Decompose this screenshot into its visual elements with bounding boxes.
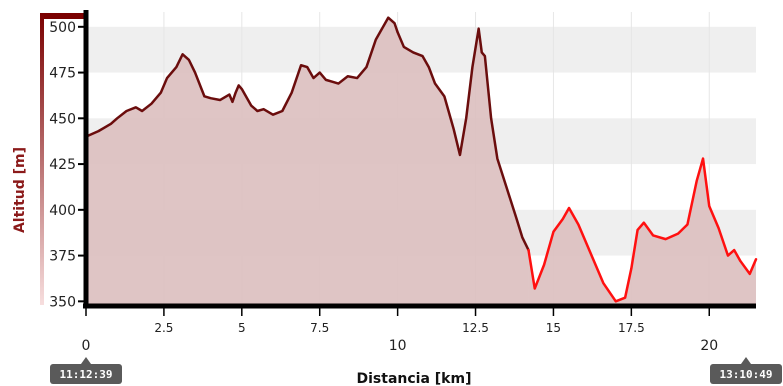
y-tick-label: 475 <box>49 66 76 82</box>
x-tick-label: 2.5 <box>154 321 173 335</box>
x-tick-label: 20 <box>700 338 718 354</box>
start-time-badge-bg <box>50 364 122 384</box>
series-line-1 <box>527 157 758 303</box>
y-tick-label: 500 <box>49 20 76 36</box>
end-time-badge-pointer <box>741 357 751 364</box>
y-axis-cap <box>40 13 84 19</box>
end-time-badge-bg <box>710 364 782 384</box>
x-tick-label: 15 <box>546 321 561 335</box>
series-area-1 <box>528 158 756 305</box>
x-tick-label: 17.5 <box>618 321 645 335</box>
series-line-0 <box>84 16 530 252</box>
end-time-badge-text: 13:10:49 <box>720 368 773 381</box>
y-axis-gradient-bar <box>40 13 44 305</box>
x-tick-label: 7.5 <box>310 321 329 335</box>
y-tick-label: 400 <box>49 203 76 219</box>
y-tick-label: 350 <box>49 294 76 310</box>
x-tick-label: 10 <box>389 338 407 354</box>
y-axis-title: Altitud [m] <box>12 147 28 233</box>
y-tick-label: 375 <box>49 249 76 265</box>
x-axis-title: Distancia [km] <box>357 371 472 386</box>
start-time-badge-pointer <box>81 357 91 364</box>
y-tick-label: 450 <box>49 111 76 127</box>
x-tick-label: 0 <box>82 338 91 354</box>
x-tick-label: 5 <box>238 321 246 335</box>
series-area-0 <box>86 17 529 306</box>
start-time-badge-text: 11:12:39 <box>60 368 113 381</box>
y-tick-label: 425 <box>49 157 76 173</box>
x-tick-label: 12.5 <box>462 321 489 335</box>
